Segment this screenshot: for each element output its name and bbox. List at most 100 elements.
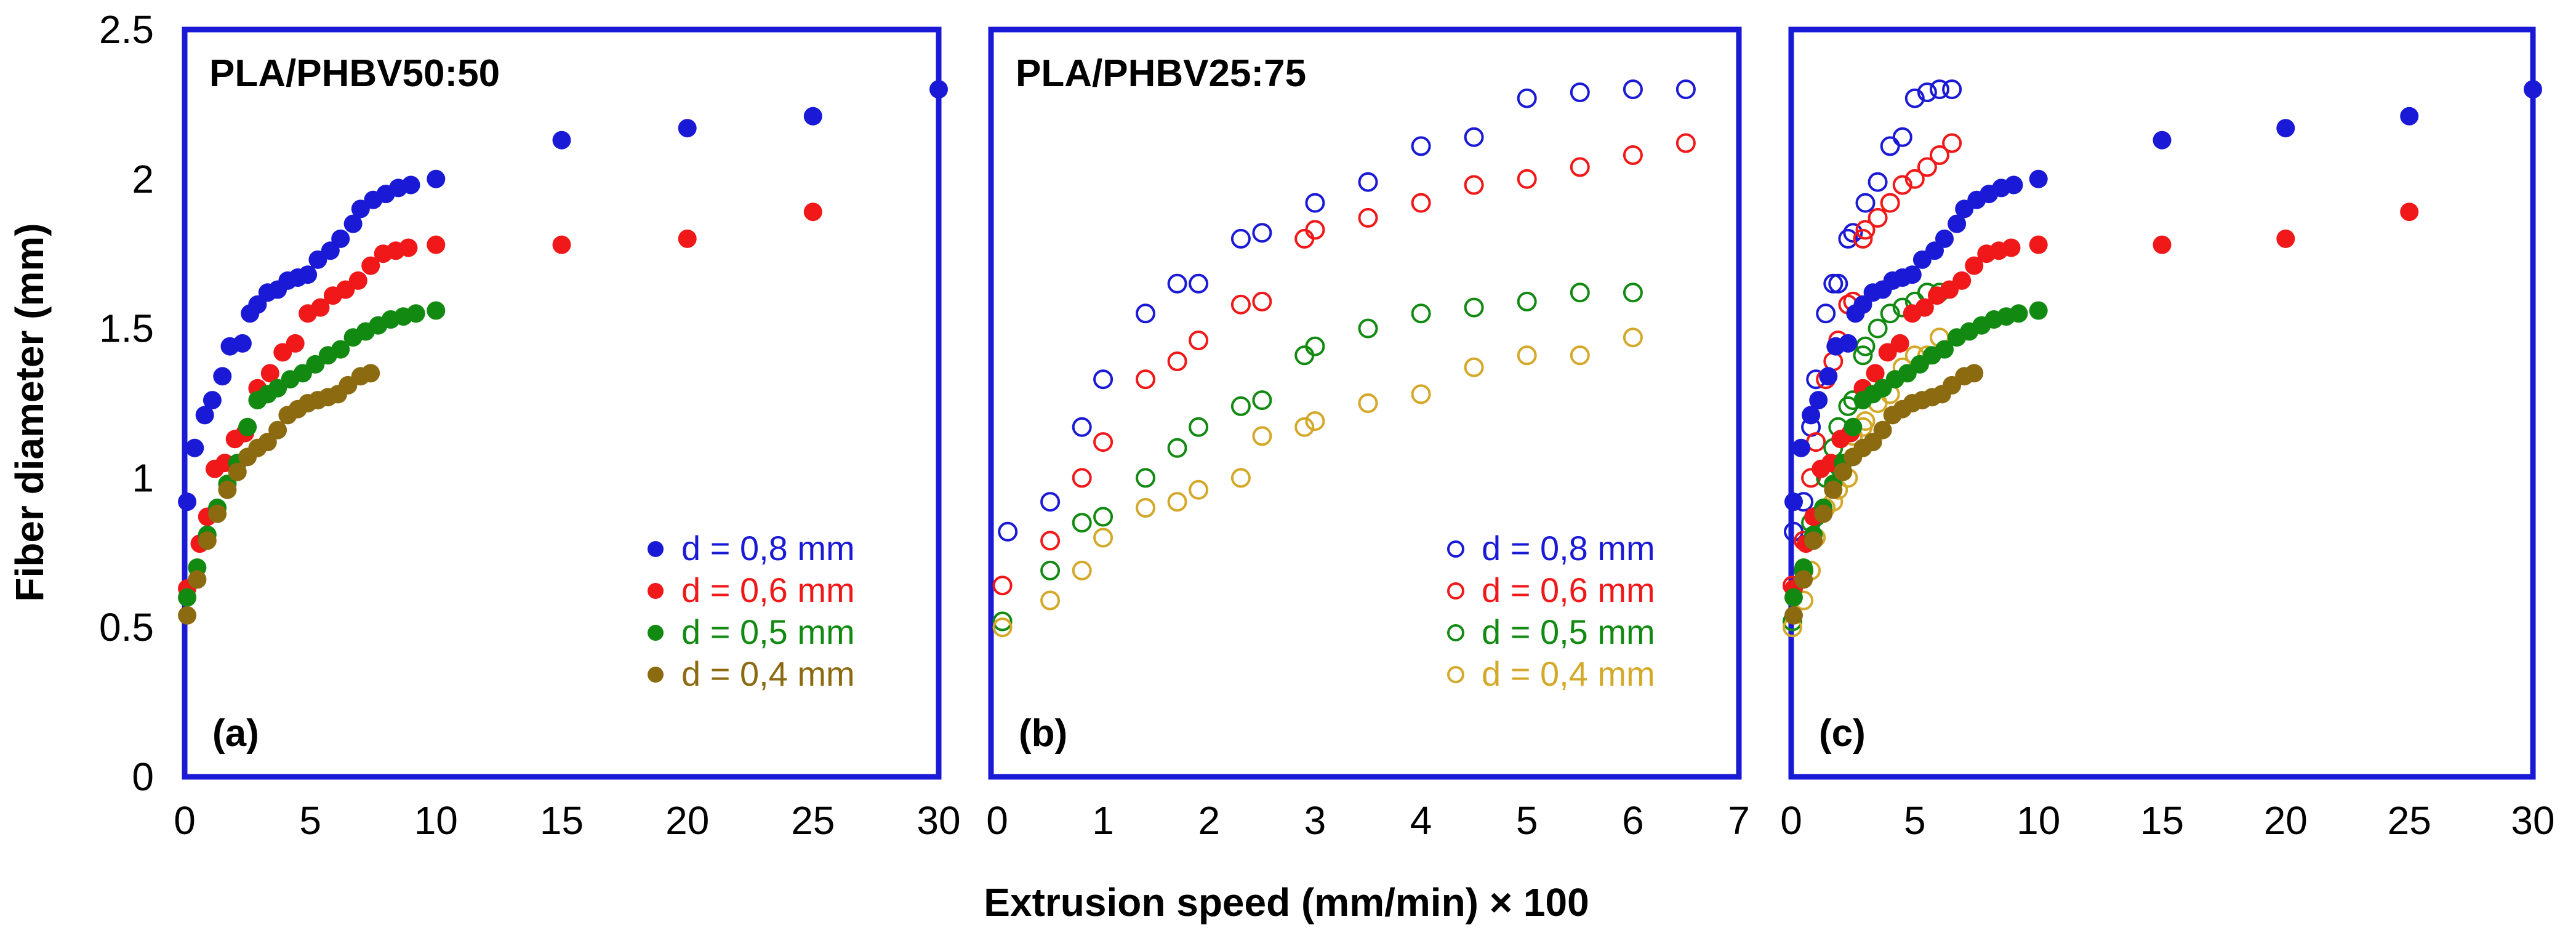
b-point-s2-7 <box>1230 396 1251 416</box>
legend-label: d = 0,6 mm <box>681 571 855 609</box>
a-point-s1-20 <box>427 235 446 254</box>
b-point-s0-15 <box>1623 79 1643 100</box>
x-tick-label: 5 <box>299 798 321 843</box>
b-point-s1-12 <box>1411 193 1431 213</box>
b-point-s3-11 <box>1358 393 1378 413</box>
y-tick-label: 1.5 <box>99 307 154 351</box>
a-point-s1-16 <box>361 256 380 275</box>
x-tick-label: 25 <box>791 798 835 843</box>
b-point-s2-11 <box>1358 318 1378 339</box>
a-point-s2-6 <box>238 417 257 436</box>
b-point-s0-10 <box>1358 172 1378 192</box>
b-point-s3-15 <box>1570 345 1590 366</box>
c-filled-point-s0-0 <box>1784 492 1803 512</box>
x-tick-label: 6 <box>1622 798 1644 843</box>
panel-a: 0 5 10 15 20 25 30 0 0.5 1 1.5 2 2.5 PLA/PHBV50:50 (a)… <box>99 7 961 843</box>
a-point-s3-2 <box>198 531 217 550</box>
b-point-s3-0 <box>992 617 1013 638</box>
a-point-s3-18 <box>361 364 380 383</box>
c-filled-point-s0-23 <box>2029 169 2048 188</box>
c-filled-point-s0-1 <box>1792 438 1811 457</box>
x-tick-label: 1 <box>1092 798 1114 843</box>
b-point-s2-3 <box>1093 507 1113 527</box>
b-point-s0-6 <box>1189 273 1209 294</box>
x-tick-label: 30 <box>917 798 960 843</box>
c-filled-point-s1-10 <box>1890 334 1909 353</box>
c-filled-point-s0-22 <box>2004 175 2023 195</box>
b-point-s0-13 <box>1517 88 1537 108</box>
a-point-s3-3 <box>208 504 227 523</box>
c-filled-point-s3-4 <box>1824 480 1843 499</box>
b-point-s2-14 <box>1517 291 1537 311</box>
c-filled-point-s0-6 <box>1839 334 1858 353</box>
c-filled-point-s1-22 <box>2276 229 2295 248</box>
legend-marker <box>648 667 664 683</box>
c-open-point-s1-11 <box>1868 207 1888 228</box>
c-filled-point-s3-3 <box>1814 504 1833 523</box>
legend-marker <box>648 583 664 599</box>
a-point-s1-12 <box>311 298 330 317</box>
c-filled-point-s0-27 <box>2524 80 2542 99</box>
y-tick-label: 1 <box>132 455 154 500</box>
c-open-point-s0-11 <box>1880 136 1900 156</box>
c-open-point-s1-10 <box>1855 220 1876 240</box>
a-point-s0-3 <box>203 391 222 410</box>
a-series-3 <box>178 364 380 625</box>
panel-label: (b) <box>1019 712 1067 755</box>
c-filled-point-s3-9 <box>1873 420 1892 439</box>
a-point-s0-17 <box>343 214 363 233</box>
a-point-s0-23 <box>427 169 446 188</box>
b-point-s3-6 <box>1189 480 1209 500</box>
b-point-s2-1 <box>1040 560 1061 580</box>
b-point-s0-1 <box>1040 492 1061 512</box>
x-tick-label: 5 <box>1904 798 1926 843</box>
c-open-point-s0-9 <box>1855 193 1876 213</box>
x-tick-label: 15 <box>540 798 584 843</box>
c-filled-point-s1-21 <box>2153 235 2172 254</box>
c-filled-point-s3-18 <box>1965 364 1984 383</box>
a-series-2 <box>178 301 446 607</box>
b-point-s3-9 <box>1294 417 1315 437</box>
b-point-s1-10 <box>1305 220 1325 240</box>
c-filled-point-s0-24 <box>2153 130 2172 150</box>
x-tick-label: 2 <box>1198 798 1221 843</box>
b-point-s0-4 <box>1136 303 1155 324</box>
b-point-s2-13 <box>1464 297 1484 318</box>
a-point-s2-20 <box>406 304 425 323</box>
c-filled-point-s2-0 <box>1784 588 1803 607</box>
b-series-0 <box>998 79 1696 542</box>
c-open-point-s0-8 <box>1843 223 1863 243</box>
c-filled-point-s0-3 <box>1809 391 1828 410</box>
b-point-s2-15 <box>1570 283 1590 303</box>
b-point-s2-6 <box>1189 417 1209 437</box>
b-point-s0-12 <box>1464 127 1484 147</box>
b-point-s3-7 <box>1230 468 1251 488</box>
a-point-s2-21 <box>427 301 446 320</box>
c-filled-series-3 <box>1784 364 1984 625</box>
legend-marker <box>648 541 664 557</box>
a-point-s1-19 <box>399 238 418 257</box>
x-tick-label: 15 <box>2140 798 2184 843</box>
b-point-s1-7 <box>1230 294 1251 315</box>
a-point-s0-2 <box>195 406 214 425</box>
legend-label: d = 0,4 mm <box>1482 654 1655 693</box>
panel-title: PLA/PHBV50:50 <box>209 52 500 95</box>
legend-marker <box>1447 666 1464 683</box>
b-point-s0-16 <box>1675 79 1696 100</box>
b-point-s3-4 <box>1136 498 1155 518</box>
b-point-s2-8 <box>1252 390 1272 411</box>
x-tick-label: 0 <box>174 798 196 843</box>
c-open-point-s0-5 <box>1823 273 1844 294</box>
c-open-point-s0-10 <box>1868 172 1888 192</box>
b-point-s3-8 <box>1252 426 1272 446</box>
plot-frame <box>1788 26 2536 780</box>
b-point-s3-13 <box>1464 357 1484 377</box>
b-point-s1-0 <box>992 576 1013 596</box>
a-point-s0-6 <box>233 334 252 353</box>
b-point-s2-4 <box>1136 468 1155 488</box>
b-point-s1-6 <box>1189 331 1209 350</box>
legend-label: d = 0,4 mm <box>681 654 855 693</box>
y-tick-label: 0.5 <box>99 605 154 649</box>
c-filled-point-s1-16 <box>1965 256 1984 275</box>
